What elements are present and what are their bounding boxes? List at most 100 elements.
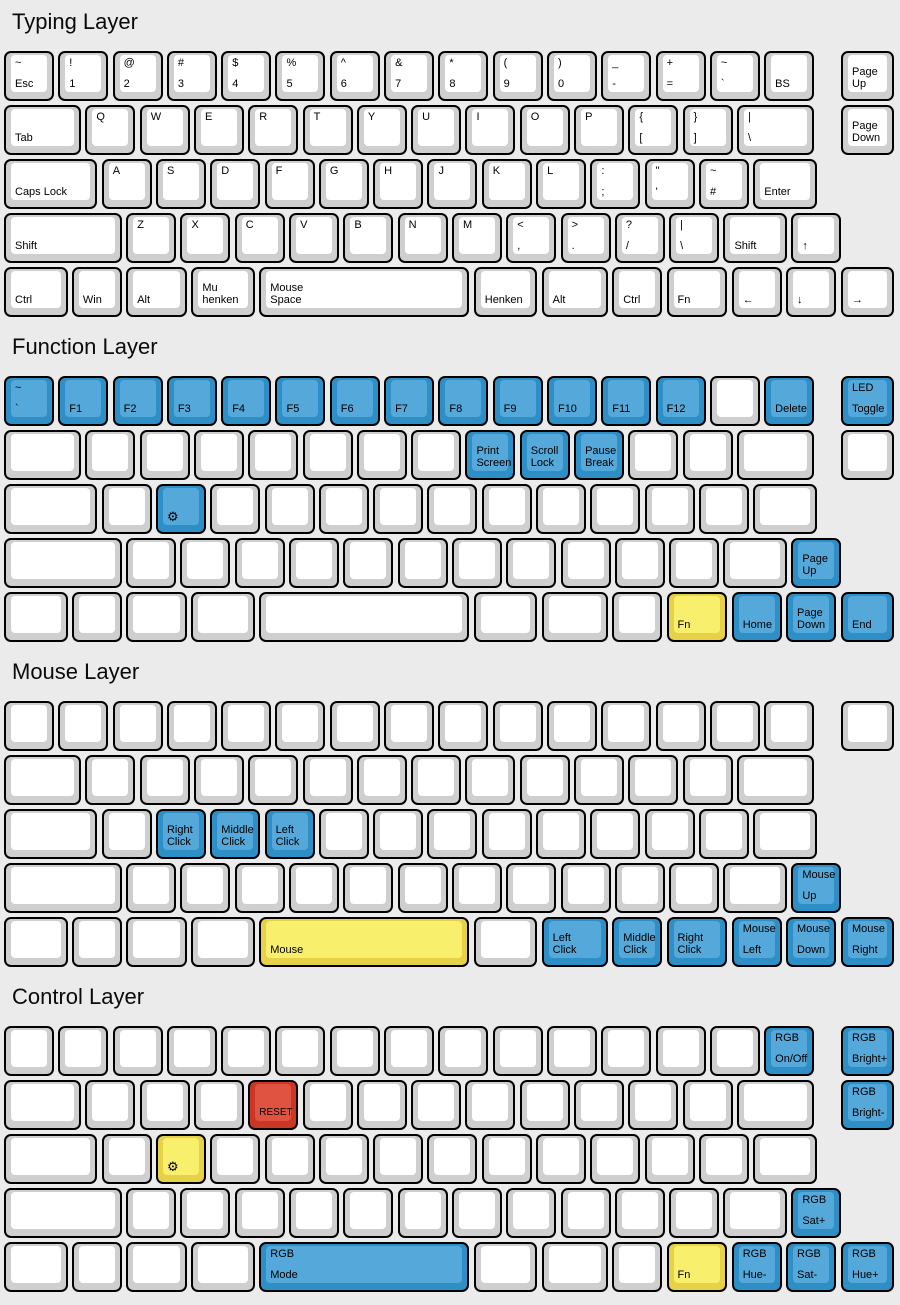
keycap-surface	[472, 1084, 509, 1121]
keycap-surface	[271, 1138, 308, 1175]
key-blank	[473, 592, 538, 642]
key-lbracket: {[	[628, 105, 679, 155]
keycap-surface	[133, 1246, 181, 1283]
key-f10: F10	[546, 376, 597, 426]
key-q: Q	[85, 105, 136, 155]
keycap-surface	[380, 813, 417, 850]
key-label-top: @	[123, 57, 135, 69]
keycap-surface	[11, 813, 91, 850]
key-blank	[180, 863, 231, 913]
key-arrow-up: ↑	[791, 213, 842, 263]
key-label-bottom: Right	[852, 944, 878, 956]
key-rgb-sat-minus: RGB Sat-	[786, 1242, 837, 1292]
key-blank	[723, 1188, 788, 1238]
key-rgb-hue-minus: RGB Hue-	[731, 1242, 782, 1292]
key-label-bottom: 0	[557, 78, 565, 90]
keycap-surface	[472, 434, 509, 471]
keyboard-row: Mouse Up	[4, 863, 900, 913]
key-label-bottom: F10	[557, 403, 577, 415]
key-blank	[4, 484, 98, 534]
key-blank	[126, 917, 188, 967]
key-gear: ⚙	[155, 484, 206, 534]
key-label-bottom: ↑	[802, 240, 808, 252]
key-label-bottom: [	[639, 132, 643, 144]
key-label-bottom: '	[655, 186, 658, 198]
key-blank	[373, 1134, 424, 1184]
key-2: @2	[112, 51, 163, 101]
key-blank	[841, 701, 894, 751]
key-blank	[473, 1242, 538, 1292]
keycap-surface	[543, 813, 580, 850]
key-label-bottom: Middle Click	[623, 932, 656, 956]
keyboard-row: ⚙	[4, 1134, 900, 1184]
keycap-surface	[391, 1030, 428, 1067]
keycap-surface	[11, 1030, 47, 1067]
key-label-bottom: F1	[69, 403, 83, 415]
key-blank	[451, 538, 502, 588]
keycap-surface	[513, 1192, 550, 1229]
keycap-surface	[743, 759, 808, 796]
key-label-bottom: Caps Lock	[15, 186, 67, 198]
keycap-surface	[798, 542, 835, 579]
key-label-bottom: Page Down	[797, 607, 826, 631]
key-page-down: Page Down	[841, 105, 894, 155]
key-3: #3	[166, 51, 217, 101]
key-label-bottom: 3	[177, 78, 185, 90]
key-t: T	[302, 105, 353, 155]
key-label-top: RGB	[775, 1032, 799, 1044]
key-label-bottom: BS	[775, 78, 790, 90]
key-ctrl: Ctrl	[612, 267, 663, 317]
key-blank	[193, 430, 244, 480]
keycap-surface	[798, 217, 835, 254]
keycap-surface	[848, 109, 887, 146]
key-blank	[628, 755, 679, 805]
key-8: * 8	[438, 51, 489, 101]
keycap-surface	[689, 109, 726, 146]
key-blank	[210, 484, 261, 534]
key-esc: ~ Esc	[4, 51, 54, 101]
keycap-surface	[11, 1138, 91, 1175]
key-e: E	[193, 105, 244, 155]
keycap-surface	[11, 488, 91, 525]
key-blank	[4, 755, 82, 805]
key-minus: _ -	[601, 51, 652, 101]
key-f1: F1	[58, 376, 109, 426]
keycap-surface	[716, 1030, 753, 1067]
key-i: I	[465, 105, 516, 155]
key-blank	[536, 809, 587, 859]
keycap-surface	[662, 1030, 699, 1067]
key-blank	[4, 1242, 68, 1292]
key-label-top: I	[476, 111, 480, 123]
key-blank	[536, 484, 587, 534]
key-label-bottom: ⚙	[166, 1159, 179, 1174]
key-label-top: |	[747, 111, 751, 123]
key-blank	[541, 1242, 608, 1292]
key-blank	[411, 430, 462, 480]
key-blank	[191, 917, 255, 967]
key-blank	[682, 1080, 733, 1130]
keycap-surface	[11, 271, 61, 308]
key-label-bottom: →	[852, 294, 863, 306]
key-blank	[343, 1188, 394, 1238]
key-l: L	[536, 159, 587, 209]
key-blank	[560, 1188, 611, 1238]
keycap-surface	[133, 867, 170, 904]
key-page-up: Page Up	[841, 51, 894, 101]
keycap-surface	[296, 542, 333, 579]
keycap-surface	[187, 1192, 224, 1229]
key-label-top: B	[354, 219, 362, 231]
key-label-bottom: Hue-	[742, 1269, 767, 1281]
key-blank	[180, 538, 231, 588]
keycap-surface	[608, 1030, 645, 1067]
keycap-surface	[608, 55, 645, 92]
keycap-surface	[108, 163, 145, 200]
key-blank	[601, 701, 652, 751]
keycap-surface	[738, 1246, 775, 1283]
keycap-surface	[651, 1138, 688, 1175]
key-label-bottom: Enter	[764, 186, 791, 198]
key-blank	[601, 1026, 652, 1076]
key-blank	[356, 430, 407, 480]
key-blank	[289, 538, 340, 588]
key-blank	[193, 1080, 244, 1130]
key-label-bottom: Pause Break	[585, 445, 617, 469]
